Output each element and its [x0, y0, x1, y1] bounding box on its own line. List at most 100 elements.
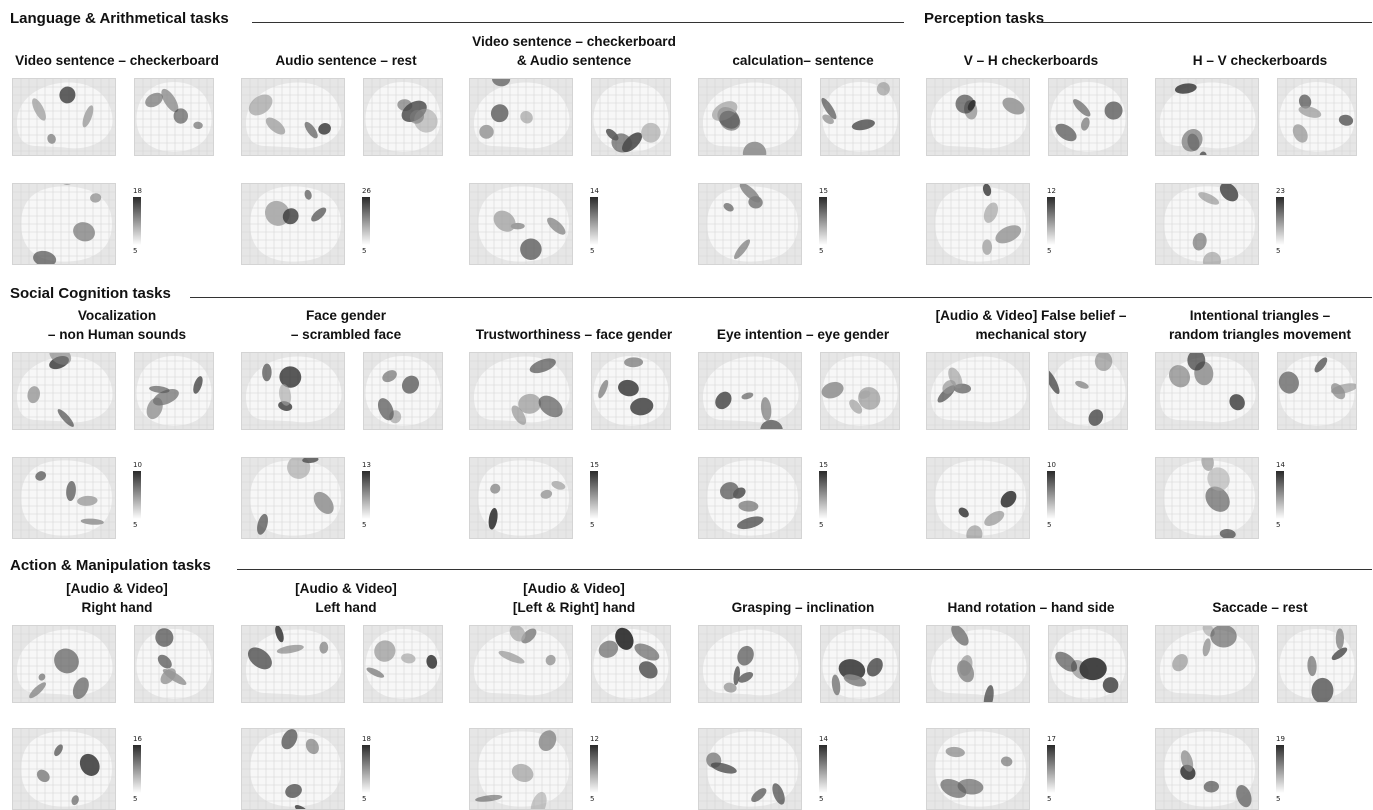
brain-sagittal-view — [1155, 625, 1259, 703]
colorbar-min-label: 5 — [819, 247, 824, 255]
brain-coronal-view — [591, 78, 671, 156]
brain-axial-view — [1155, 183, 1259, 265]
section-divider — [237, 569, 1372, 570]
brain-projection-svg — [13, 729, 115, 809]
section-title: Social Cognition tasks — [10, 285, 171, 302]
brain-sagittal-view — [698, 625, 802, 703]
colorbar-min-label: 5 — [1276, 247, 1281, 255]
brain-projection-svg — [927, 184, 1029, 264]
condition-title: [Audio & Video] Left hand — [295, 581, 397, 615]
colorbar-min-label: 5 — [362, 521, 367, 529]
colorbar-max-label: 15 — [590, 461, 599, 469]
brain-projection-svg — [1156, 458, 1258, 538]
brain-projection-svg — [821, 626, 899, 702]
brain-coronal-view — [1277, 625, 1357, 703]
section-title: Language & Arithmetical tasks — [10, 10, 229, 27]
brain-axial-view — [12, 457, 116, 539]
brain-projection-svg — [1156, 353, 1258, 429]
brain-projection-svg — [470, 626, 572, 702]
brain-sagittal-view — [469, 352, 573, 430]
colorbar-gradient — [1276, 197, 1284, 245]
colorbar-min-label: 5 — [133, 521, 138, 529]
condition-title: [Audio & Video] [Left & Right] hand — [512, 581, 636, 615]
condition-title: Vocalization – non Human sounds — [47, 308, 187, 342]
colorbar-max-label: 17 — [1047, 735, 1056, 743]
brain-projection-svg — [242, 729, 344, 809]
brain-sagittal-view — [12, 352, 116, 430]
colorbar-gradient — [1047, 471, 1055, 519]
brain-axial-view — [12, 728, 116, 810]
colorbar-gradient — [133, 745, 141, 793]
colorbar-min-label: 5 — [1047, 795, 1052, 803]
colorbar-min-label: 5 — [819, 795, 824, 803]
section-divider — [1037, 22, 1372, 23]
brain-projection-svg — [470, 184, 572, 264]
colorbar-gradient — [362, 197, 370, 245]
colorbar-max-label: 15 — [819, 461, 828, 469]
condition-title: Face gender – scrambled face — [290, 308, 402, 342]
brain-coronal-view — [134, 625, 214, 703]
brain-projection-svg — [699, 626, 801, 702]
brain-sagittal-view — [698, 352, 802, 430]
colorbar-max-label: 19 — [1276, 735, 1285, 743]
colorbar-min-label: 5 — [819, 521, 824, 529]
condition-title: Eye intention – eye gender — [716, 327, 890, 342]
colorbar-gradient — [1047, 197, 1055, 245]
colorbar-min-label: 5 — [362, 795, 367, 803]
brain-projection-svg — [1049, 626, 1127, 702]
brain-axial-view — [1155, 728, 1259, 810]
brain-projection-svg — [699, 353, 801, 429]
section-divider — [190, 297, 1372, 298]
brain-axial-view — [698, 457, 802, 539]
brain-projection-svg — [242, 184, 344, 264]
condition-title: calculation– sentence — [732, 53, 874, 68]
brain-projection-svg — [927, 729, 1029, 809]
brain-sagittal-view — [926, 78, 1030, 156]
colorbar-gradient — [133, 197, 141, 245]
colorbar-max-label: 10 — [133, 461, 142, 469]
brain-sagittal-view — [469, 625, 573, 703]
brain-projection-svg — [470, 729, 572, 809]
colorbar-gradient — [819, 471, 827, 519]
brain-coronal-view — [1048, 78, 1128, 156]
brain-projection-svg — [470, 79, 572, 155]
colorbar-max-label: 12 — [590, 735, 599, 743]
condition-title: Hand rotation – hand side — [947, 600, 1115, 615]
section-divider — [252, 22, 904, 23]
colorbar-gradient — [819, 745, 827, 793]
brain-sagittal-view — [926, 352, 1030, 430]
colorbar-max-label: 14 — [819, 735, 828, 743]
brain-projection-svg — [927, 353, 1029, 429]
brain-coronal-view — [820, 625, 900, 703]
brain-projection-svg — [1049, 79, 1127, 155]
colorbar-max-label: 12 — [1047, 187, 1056, 195]
colorbar-gradient — [1047, 745, 1055, 793]
colorbar-min-label: 5 — [590, 521, 595, 529]
brain-sagittal-view — [469, 78, 573, 156]
brain-projection-svg — [470, 353, 572, 429]
brain-projection-svg — [1156, 626, 1258, 702]
section-title: Perception tasks — [924, 10, 1045, 27]
colorbar-min-label: 5 — [1276, 521, 1281, 529]
colorbar-gradient — [590, 471, 598, 519]
brain-axial-view — [469, 457, 573, 539]
colorbar-max-label: 23 — [1276, 187, 1285, 195]
brain-sagittal-view — [1155, 78, 1259, 156]
brain-axial-view — [12, 183, 116, 265]
brain-projection-svg — [927, 458, 1029, 538]
colorbar-max-label: 26 — [362, 187, 371, 195]
brain-projection-svg — [364, 626, 442, 702]
colorbar-gradient — [590, 197, 598, 245]
brain-projection-svg — [699, 458, 801, 538]
condition-title: Video sentence – checkerboard — [15, 53, 219, 68]
brain-projection-svg — [927, 79, 1029, 155]
condition-title: Intentional triangles – random triangles… — [1168, 308, 1352, 342]
brain-projection-svg — [1156, 184, 1258, 264]
brain-coronal-view — [1048, 352, 1128, 430]
colorbar-min-label: 5 — [133, 247, 138, 255]
brain-projection-svg — [927, 626, 1029, 702]
brain-projection-svg — [135, 626, 213, 702]
colorbar-gradient — [362, 471, 370, 519]
brain-projection-svg — [1049, 353, 1127, 429]
brain-axial-view — [241, 183, 345, 265]
